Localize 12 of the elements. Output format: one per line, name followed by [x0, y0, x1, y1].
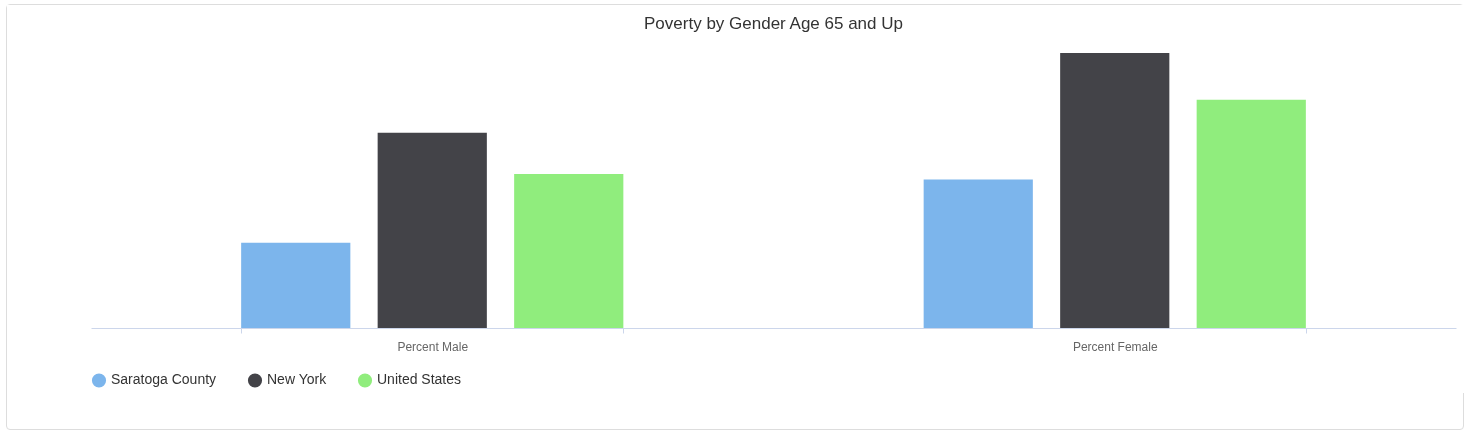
- x-tick-label: Percent Male: [397, 339, 469, 354]
- legend-label: New York: [267, 371, 328, 388]
- bar: [1060, 53, 1170, 328]
- bar: [923, 179, 1033, 328]
- chart-title: Poverty by Gender Age 65 and Up: [644, 14, 903, 33]
- bar: [377, 132, 487, 328]
- legend-label: Saratoga County: [111, 371, 217, 388]
- bar: [1196, 99, 1306, 328]
- bar: [514, 174, 624, 328]
- legend-label: United States: [377, 371, 462, 388]
- x-tick-label: Percent Female: [1072, 339, 1158, 354]
- bar: [241, 242, 351, 328]
